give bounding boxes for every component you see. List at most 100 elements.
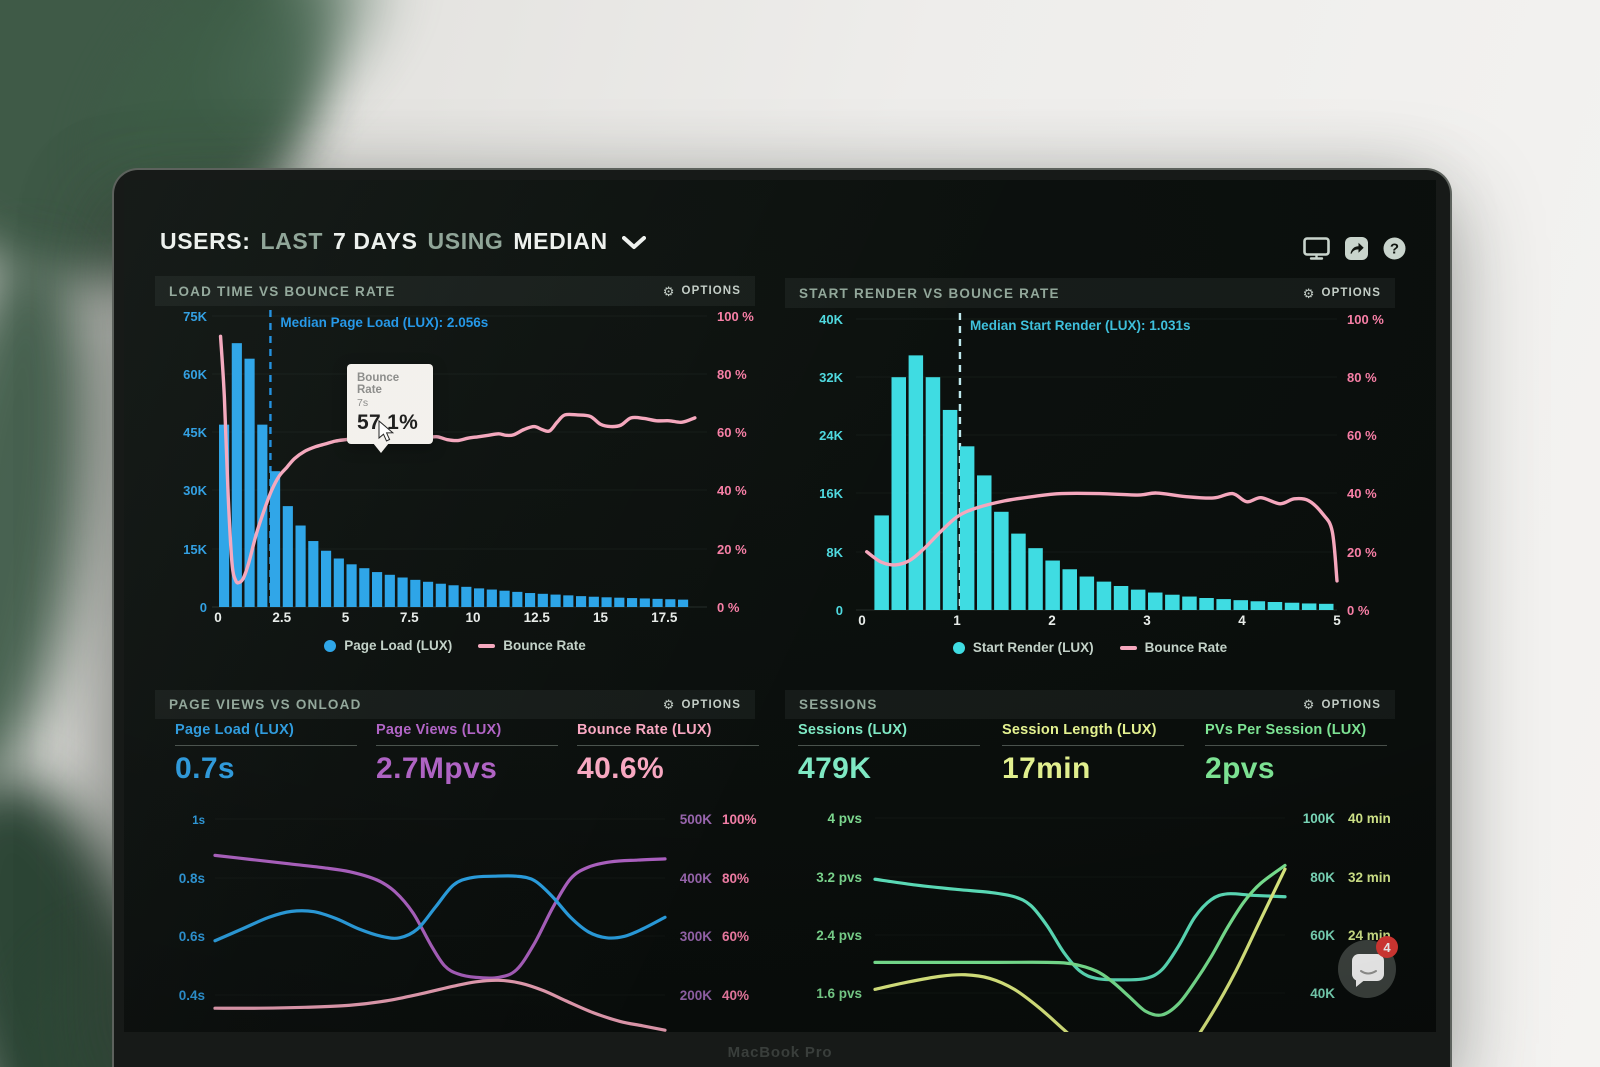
y-axis-right-label: 80 % (1347, 370, 1377, 385)
x-axis-label: 5 (1333, 613, 1341, 628)
options-button[interactable]: ⚙ OPTIONS (1303, 287, 1381, 300)
legend-line-icon (478, 643, 496, 648)
metric-page-views: Page Views (LUX) 2.7Mpvs (376, 722, 558, 786)
line-series-page-load (213, 874, 667, 943)
histogram-bar[interactable] (994, 511, 1009, 610)
histogram-bar[interactable] (1028, 548, 1043, 610)
legend-label: Page Load (LUX) (344, 638, 453, 653)
histogram-bar[interactable] (1233, 600, 1249, 610)
histogram-bar[interactable] (537, 593, 548, 607)
histogram-bar[interactable] (295, 525, 306, 607)
page-title[interactable]: USERS: LAST 7 DAYS USING MEDIAN (160, 228, 646, 255)
histogram-bar[interactable] (321, 550, 332, 607)
histogram-bar[interactable] (639, 598, 650, 607)
histogram-bar[interactable] (1319, 603, 1334, 610)
panel-header-sessions: SESSIONS ⚙ OPTIONS (785, 690, 1395, 719)
histogram-bar[interactable] (678, 599, 689, 607)
share-icon[interactable] (1345, 237, 1368, 260)
histogram-bar[interactable] (925, 377, 941, 610)
load-time-histogram[interactable]: 75K 60K 45K 30K 15K 0 100 % 80 % 60 % 40 % 20 % 0 %… (155, 306, 755, 642)
histogram-bar[interactable] (397, 577, 408, 607)
histogram-bar[interactable] (525, 593, 536, 607)
y-axis-left-label: 32K (819, 370, 843, 385)
histogram-bar[interactable] (1284, 602, 1300, 610)
mouse-cursor (378, 420, 395, 442)
histogram-bar[interactable] (891, 377, 907, 610)
histogram-bar[interactable] (1182, 596, 1197, 610)
histogram-bar[interactable] (1199, 597, 1214, 610)
histogram-bar[interactable] (942, 409, 958, 610)
y-axis-left-label: 8K (826, 545, 843, 560)
legend-load-time: Page Load (LUX) Bounce Rate (155, 638, 755, 653)
histogram-bar[interactable] (652, 598, 663, 607)
metric-underline (577, 745, 759, 746)
histogram-bar[interactable] (908, 355, 924, 610)
histogram-bar[interactable] (1250, 601, 1266, 610)
histogram-bar[interactable] (614, 597, 625, 607)
help-icon[interactable]: ? (1383, 237, 1406, 260)
histogram-bar[interactable] (665, 599, 676, 607)
histogram-bar[interactable] (1096, 581, 1112, 610)
pageviews-line-chart[interactable]: 1s 500K 100% 0.8s 400K 80% 0.6s 300K 60% 0.4s 200K… (155, 790, 757, 1032)
histogram-bar[interactable] (1011, 533, 1026, 610)
y-axis-left-label: 0 (200, 600, 207, 615)
histogram-bar[interactable] (1130, 589, 1146, 610)
histogram-bar[interactable] (550, 594, 561, 607)
histogram-bar[interactable] (1216, 599, 1231, 610)
histogram-bar[interactable] (435, 583, 446, 607)
histogram-bar[interactable] (499, 590, 510, 607)
histogram-bar[interactable] (977, 475, 992, 610)
histogram-bar[interactable] (333, 558, 344, 608)
y-axis-right-label: 20 % (717, 542, 747, 557)
histogram-bar[interactable] (486, 589, 497, 607)
histogram-bar[interactable] (1165, 594, 1180, 610)
histogram-bar[interactable] (1148, 592, 1163, 610)
histogram-bar[interactable] (461, 586, 472, 607)
y-axis-right-pct-label: 80% (722, 871, 749, 886)
histogram-bar[interactable] (282, 506, 293, 607)
header-icons: ? (1303, 237, 1406, 260)
histogram-bar[interactable] (244, 358, 255, 607)
y-axis-left-label: 3.2 pvs (816, 870, 862, 885)
histogram-bar[interactable] (423, 581, 434, 607)
histogram-bar[interactable] (959, 446, 975, 610)
histogram-bar[interactable] (270, 471, 281, 607)
legend-line-icon (1119, 645, 1137, 650)
histogram-bar[interactable] (512, 591, 523, 607)
line-series-session-length (873, 867, 1287, 1032)
panel-title: SESSIONS (799, 697, 878, 712)
options-button[interactable]: ⚙ OPTIONS (663, 698, 741, 711)
histogram-bar[interactable] (627, 598, 638, 607)
histogram-bar[interactable] (384, 574, 395, 607)
histogram-bar[interactable] (372, 572, 383, 607)
histogram-bar[interactable] (1045, 560, 1060, 610)
options-button[interactable]: ⚙ OPTIONS (663, 285, 741, 298)
chat-widget[interactable]: 4 (1338, 936, 1398, 998)
metric-bounce-rate: Bounce Rate (LUX) 40.6% (577, 722, 759, 786)
histogram-bar[interactable] (1079, 576, 1095, 610)
histogram-bar[interactable] (1062, 569, 1078, 610)
histogram-bar[interactable] (563, 595, 574, 607)
chevron-down-icon[interactable] (621, 236, 646, 250)
histogram-bar[interactable] (219, 424, 230, 607)
histogram-bar[interactable] (474, 588, 485, 607)
histogram-bar[interactable] (1267, 601, 1283, 610)
histogram-bar[interactable] (588, 596, 599, 607)
histogram-bar[interactable] (601, 597, 612, 607)
histogram-bar[interactable] (308, 541, 319, 607)
histogram-bar[interactable] (576, 596, 587, 607)
histogram-bar[interactable] (1113, 585, 1129, 610)
options-label: OPTIONS (1321, 698, 1381, 711)
histogram-bar[interactable] (359, 568, 370, 607)
histogram-bar[interactable] (410, 579, 421, 607)
sessions-line-chart[interactable]: 4 pvs 100K 40 min 3.2 pvs 80K 32 min 2.4 pvs 60… (785, 790, 1395, 1032)
y-axis-left-label: 4 pvs (827, 811, 862, 826)
histogram-bar[interactable] (448, 585, 459, 607)
options-button[interactable]: ⚙ OPTIONS (1303, 698, 1381, 711)
histogram-bar[interactable] (231, 343, 242, 607)
histogram-bar[interactable] (346, 564, 357, 607)
histogram-bar[interactable] (1301, 603, 1317, 610)
display-icon[interactable] (1303, 237, 1330, 260)
options-label: OPTIONS (681, 285, 741, 297)
start-render-histogram[interactable]: 40K 32K 24K 16K 8K 0 100 % 80 % 60 % 40 % 20 % 0 % M… (785, 306, 1395, 642)
